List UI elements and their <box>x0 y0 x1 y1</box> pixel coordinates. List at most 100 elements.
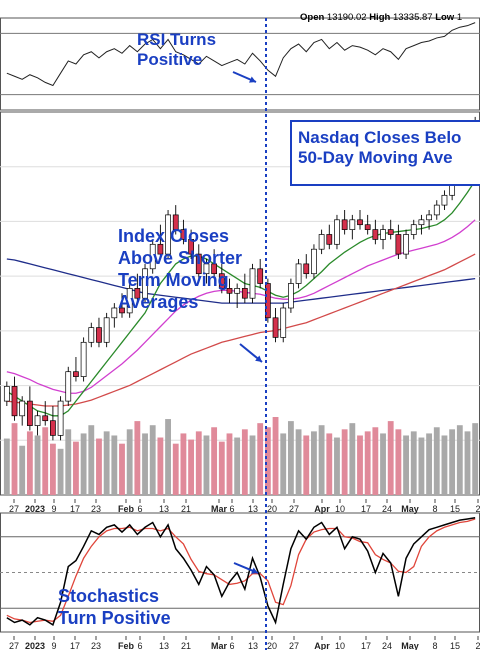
x-tick-label: 24 <box>382 504 392 514</box>
candle-body <box>142 268 148 299</box>
volume-bar <box>464 431 471 495</box>
volume-bar <box>42 427 49 495</box>
x-tick-label: Feb <box>118 504 135 514</box>
volume-bar <box>19 445 26 495</box>
volume-bar <box>257 423 264 495</box>
panel-frame <box>0 17 480 111</box>
volume-bar <box>395 429 402 495</box>
candle-body <box>57 400 64 436</box>
candle-body <box>226 288 233 294</box>
volume-bar <box>103 431 110 495</box>
volume-bar <box>295 429 302 495</box>
index-annotation-line2: Above Shorter <box>118 247 243 268</box>
x-tick-label: 10 <box>335 641 345 650</box>
x-tick-label: 10 <box>335 504 345 514</box>
volume-bar <box>341 429 348 495</box>
volume-bar <box>26 431 33 495</box>
x-tick-label: 2 <box>475 504 480 514</box>
x-tick-label: 17 <box>361 641 371 650</box>
candle-body <box>280 307 287 338</box>
x-tick-label: 13 <box>248 641 258 650</box>
candle-body <box>349 219 356 230</box>
volume-bar <box>172 443 179 495</box>
volume-bar <box>134 421 141 495</box>
candle-body <box>126 288 133 314</box>
x-tick-label: May <box>401 641 419 650</box>
candle-body <box>364 224 371 230</box>
x-tick-label: 6 <box>137 504 142 514</box>
volume-bar <box>88 425 95 495</box>
rsi-arrow-head <box>249 76 256 83</box>
volume-bar <box>364 431 371 495</box>
candle-body <box>341 219 348 230</box>
volume-bar <box>211 427 218 495</box>
x-tick-label: May <box>401 504 419 514</box>
ma-long-red-line <box>6 253 476 407</box>
high-label: High <box>369 12 391 23</box>
volume-bar <box>264 427 271 495</box>
x-tick-label: 13 <box>248 504 258 514</box>
volume-bar <box>57 448 64 495</box>
rsi-annotation-line1: RSI Turns <box>137 30 217 49</box>
nasdaq-annotation-line2: 50-Day Moving Ave <box>298 148 453 168</box>
x-tick-label: 20 <box>267 641 277 650</box>
candle-body <box>211 263 218 275</box>
open-label: Open <box>300 12 325 23</box>
candle-body <box>149 243 156 270</box>
x-tick-label: 13 <box>159 641 169 650</box>
volume-bar <box>195 431 202 495</box>
volume-bar <box>472 423 479 495</box>
x-tick-label: 15 <box>450 641 460 650</box>
x-tick-label: Mar <box>211 641 228 650</box>
index-annotation-line4: Averages <box>118 291 199 312</box>
candle-body <box>288 283 294 309</box>
volume-bar <box>372 427 379 495</box>
price-x-axis: 27 2023 9 17 23 Feb 6 13 21 Mar 6 13 20 27 Apr 10 17 24 Ma… <box>9 499 480 514</box>
ma-short-line <box>6 180 476 417</box>
volume-bar <box>34 435 41 495</box>
ohlc-header: Open 13190.02 High 13335.87 Low 1 <box>300 12 462 23</box>
x-tick-label: Feb <box>118 641 135 650</box>
candle-body <box>426 214 432 221</box>
volume-bar <box>126 429 133 495</box>
x-tick-label: 21 <box>181 504 191 514</box>
x-tick-label: 9 <box>51 504 56 514</box>
volume-bar <box>441 435 448 495</box>
volume-bar <box>3 438 10 495</box>
x-tick-label: 6 <box>229 504 234 514</box>
x-tick-label: 6 <box>137 641 142 650</box>
volume-bar <box>334 437 340 495</box>
volume-bar <box>241 429 248 495</box>
candle-body <box>165 214 171 255</box>
x-tick-label: 20 <box>267 504 277 514</box>
candle-body <box>3 386 10 402</box>
candle-body <box>19 400 26 417</box>
volume-bar <box>349 423 356 495</box>
price-panel <box>0 116 480 495</box>
volume-bar <box>180 433 187 495</box>
candle-body <box>111 307 118 319</box>
candle-body <box>195 253 202 275</box>
volume-bar <box>188 439 195 495</box>
volume-bar <box>326 433 333 495</box>
candle-body <box>395 234 402 255</box>
candle-body <box>134 288 141 299</box>
candle-body <box>433 204 440 216</box>
candle-body <box>42 415 49 422</box>
x-tick-label: 27 <box>289 641 299 650</box>
volume-bar <box>249 435 256 495</box>
candle-body <box>180 229 187 240</box>
volume-bar <box>380 433 386 495</box>
volume-bar <box>165 419 171 495</box>
candle-body <box>410 224 417 235</box>
volume-bar <box>311 431 317 495</box>
volume-bar <box>111 435 118 495</box>
volume-bar <box>149 425 156 495</box>
candle-body <box>334 219 340 245</box>
stochastics-annotation-line1: Stochastics <box>58 586 160 606</box>
x-tick-label: 17 <box>70 504 80 514</box>
candle-body <box>218 273 225 289</box>
index-annotation-line3: Term Moving <box>118 269 229 290</box>
candle-body <box>172 214 179 230</box>
